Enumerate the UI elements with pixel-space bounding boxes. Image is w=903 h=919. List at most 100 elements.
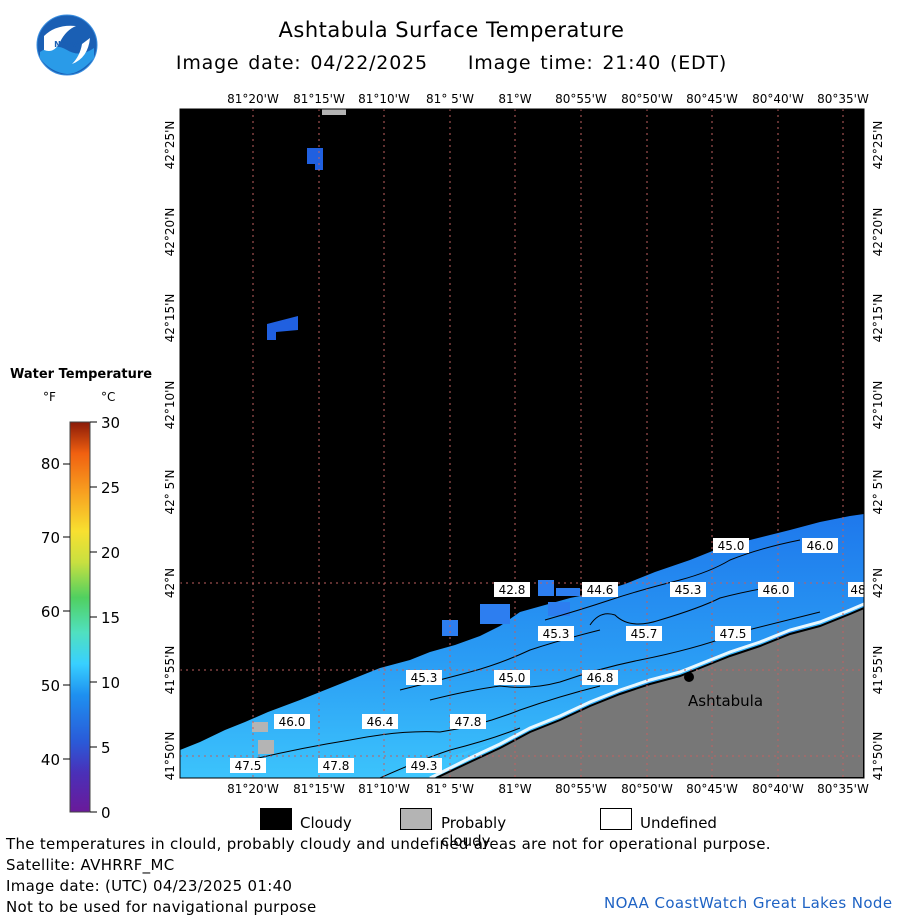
contour-label-bg	[450, 714, 486, 729]
lon-label: 80°35'W	[817, 92, 869, 106]
contour-label: 47.8	[323, 759, 350, 773]
lon-label: 81°W	[498, 92, 531, 106]
contour-label: 45.7	[631, 627, 658, 641]
contour-label-bg	[715, 626, 751, 641]
legend-unit-f: °F	[43, 390, 56, 404]
disclaimer-line: The temperatures in clould, probably clo…	[6, 835, 771, 853]
legend-c-tick: 0	[101, 804, 111, 822]
lon-label: 81°10'W	[358, 92, 410, 106]
contour-label-bg	[274, 714, 310, 729]
legend-c-tick: 30	[101, 414, 121, 432]
navigation-warning: Not to be used for navigational purpose	[6, 898, 317, 916]
lat-label: 42°15'N	[163, 294, 177, 343]
lon-label: 81° 5'W	[426, 92, 474, 106]
lat-label: 42°25'N	[871, 121, 885, 170]
water-patch	[480, 604, 510, 624]
lat-label: 41°55'N	[871, 646, 885, 695]
contour-label: 44.6	[587, 583, 614, 597]
contour-label: 49.3	[411, 759, 438, 773]
lat-label: 42°10'N	[163, 381, 177, 430]
water-patch	[548, 602, 570, 616]
lon-label: 80°35'W	[817, 782, 869, 796]
water-patch	[556, 588, 580, 596]
lon-label: 80°45'W	[686, 782, 738, 796]
contour-label-bg	[848, 582, 864, 597]
contour-label-bg	[670, 582, 706, 597]
city-label: Ashtabula	[688, 692, 763, 710]
lon-label: 80°55'W	[555, 782, 607, 796]
legend-title: Water Temperature	[10, 367, 153, 382]
lon-label: 81°W	[498, 782, 531, 796]
image-date: Image date: 04/22/2025	[175, 52, 428, 74]
contour-label-bg	[230, 758, 266, 773]
lat-label: 42°20'N	[163, 208, 177, 257]
lat-label: 42°N	[871, 568, 885, 598]
lon-label: 80°50'W	[621, 782, 673, 796]
contour-label-bg	[362, 714, 398, 729]
contour-label: 42.8	[499, 583, 526, 597]
contour-label-bg	[318, 758, 354, 773]
water-patch	[442, 620, 458, 636]
legend-c-tick: 10	[101, 674, 121, 692]
image-time: Image time: 21:40 (EDT)	[467, 52, 728, 74]
contour-label-bg	[406, 670, 442, 685]
map-title: Ashtabula Surface Temperature	[278, 18, 625, 42]
legend-c-tick: 5	[101, 739, 111, 757]
lon-label: 80°45'W	[686, 92, 738, 106]
logo-text: NOAA	[54, 40, 80, 49]
lon-labels-top: 81°20'W 81°15'W 81°10'W 81° 5'W 81°W 80°55'W 8…	[227, 92, 869, 106]
contour-label: 47.5	[235, 759, 262, 773]
probably-cloudy-patch	[252, 722, 268, 732]
legend-unit-c: °C	[101, 390, 116, 404]
contour-label: 47.5	[720, 627, 747, 641]
contour-label: 45.0	[718, 539, 745, 553]
lat-label: 42°N	[163, 568, 177, 598]
probably-cloudy-patch	[258, 740, 274, 754]
lat-label: 42°20'N	[871, 208, 885, 257]
disclaimer: The temperatures in clould, probably clo…	[6, 834, 771, 918]
contour-label-bg	[494, 582, 530, 597]
legend-colorbar	[63, 421, 97, 813]
lon-label: 81°20'W	[227, 92, 279, 106]
contour-label-bg	[494, 670, 530, 685]
lat-label: 41°50'N	[163, 732, 177, 781]
contour-label-bg	[582, 582, 618, 597]
lat-label: 41°55'N	[163, 646, 177, 695]
legend-f-tick: 40	[40, 751, 60, 769]
cloudy-swatch	[260, 808, 292, 830]
lat-label: 41°50'N	[871, 732, 885, 781]
lon-label: 80°40'W	[752, 92, 804, 106]
lon-label: 81°15'W	[293, 92, 345, 106]
contour-label-bg	[538, 626, 574, 641]
contour-label: 46.4	[367, 715, 394, 729]
contour-label: 48	[850, 583, 865, 597]
legend-f-tick: 60	[40, 603, 60, 621]
contour-labels: 42.8 44.6 45.0 46.0 45.3 46.0 45.3 45.7 47.5 45.3…	[230, 538, 865, 773]
utc-date-line: Image date: (UTC) 04/23/2025 01:40	[6, 877, 293, 895]
lon-label: 80°55'W	[555, 92, 607, 106]
legend-c-tick: 25	[101, 479, 121, 497]
contour-label-bg	[406, 758, 442, 773]
cold-patch	[267, 316, 298, 340]
contour-label: 45.3	[675, 583, 702, 597]
lat-label: 42°15'N	[871, 294, 885, 343]
contour-label: 45.3	[543, 627, 570, 641]
land-area	[435, 606, 864, 778]
contour-label-bg	[582, 670, 618, 685]
legend-f-tick: 70	[40, 529, 60, 547]
satellite-line: Satellite: AVHRRF_MC	[6, 856, 175, 874]
water-patch	[538, 580, 554, 596]
legend-f-tick: 80	[40, 455, 60, 473]
cloudy-label: Cloudy	[300, 814, 352, 832]
lon-label: 81° 5'W	[426, 782, 474, 796]
contour-label: 46.0	[807, 539, 834, 553]
shoreline	[429, 602, 864, 778]
map-subtitle: Image date: 04/22/2025 Image time: 21:40 …	[0, 52, 903, 74]
probably-cloudy-patch	[322, 109, 346, 115]
lat-label: 42° 5'N	[163, 470, 177, 515]
legend-f-tick: 50	[40, 677, 60, 695]
lon-label: 80°40'W	[752, 782, 804, 796]
probably-cloudy-label: Probably cloudy	[441, 814, 507, 850]
map-frame	[179, 108, 865, 779]
lon-labels-bottom: 81°20'W 81°15'W 81°10'W 81° 5'W 81°W 80°55'W 8…	[227, 782, 869, 796]
